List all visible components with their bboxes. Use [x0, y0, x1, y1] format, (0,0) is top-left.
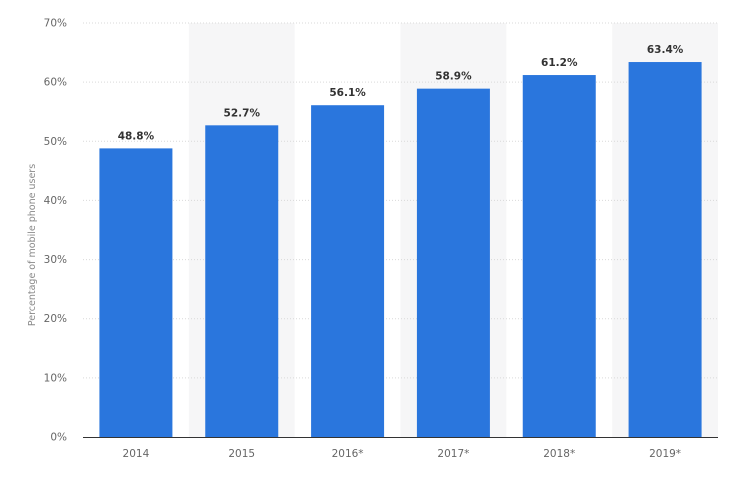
gridlines-layer	[83, 22, 718, 379]
x-tick-label-2014: 2014	[123, 448, 150, 460]
data-label-2018: 61.2%	[541, 57, 578, 69]
data-label-2015: 52.7%	[224, 107, 261, 119]
y-tick-label-40: 40%	[44, 195, 67, 207]
bar-2014	[99, 148, 173, 437]
x-tick-label-2015: 2015	[228, 448, 255, 460]
bars-layer	[99, 62, 702, 438]
bar-2019	[628, 62, 702, 437]
y-tick-label-50: 50%	[44, 136, 67, 148]
y-axis-ticks-layer: 0% 10% 20% 30% 40% 50% 60% 70%	[44, 18, 67, 444]
y-tick-label-70: 70%	[44, 18, 67, 30]
bar-2017	[416, 88, 490, 438]
y-axis-title: Percentage of mobile phone users	[27, 164, 38, 326]
y-tick-label-0: 0%	[50, 432, 67, 444]
bar-2015	[205, 125, 279, 438]
x-axis-ticks-layer: 2014 2015 2016* 2017* 2018* 2019*	[123, 448, 682, 460]
x-tick-label-2016: 2016*	[332, 448, 364, 460]
data-labels-layer: 48.8% 52.7% 56.1% 58.9% 61.2% 63.4%	[118, 44, 684, 142]
bar-2018	[522, 75, 596, 437]
y-tick-label-30: 30%	[44, 254, 67, 266]
data-label-2014: 48.8%	[118, 130, 155, 142]
data-label-2017: 58.9%	[435, 71, 472, 83]
data-label-2016: 56.1%	[329, 87, 366, 99]
x-tick-label-2019: 2019*	[649, 448, 681, 460]
y-tick-label-60: 60%	[44, 77, 67, 89]
x-tick-label-2017: 2017*	[437, 448, 469, 460]
y-tick-label-10: 10%	[44, 372, 67, 384]
bar-2016	[311, 105, 385, 438]
data-label-2019: 63.4%	[647, 44, 684, 56]
y-tick-label-20: 20%	[44, 313, 67, 325]
x-tick-label-2018: 2018*	[543, 448, 575, 460]
